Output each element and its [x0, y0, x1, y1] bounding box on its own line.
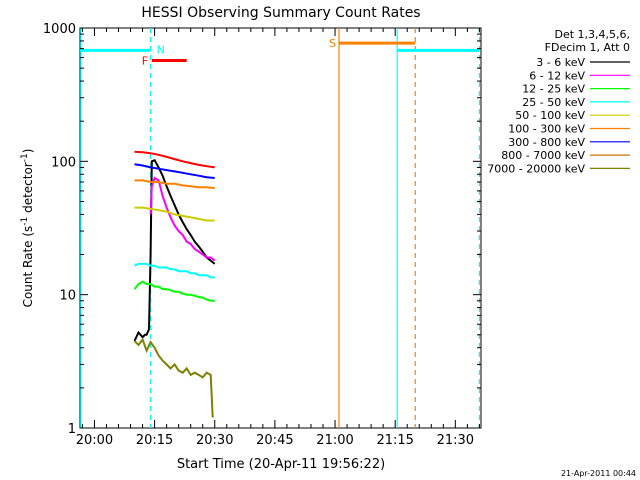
legend-label: 800 - 7000 keV [501, 149, 585, 162]
series-line [133, 337, 214, 418]
x-tick-label: 20:30 [196, 433, 233, 448]
y-axis-label-part: Count Rate (s [21, 226, 35, 308]
x-tick-label: 20:15 [136, 433, 173, 448]
series-line [149, 176, 216, 262]
y-axis-label-sup: -1 [20, 153, 30, 162]
legend-label: 12 - 25 keV [522, 83, 585, 96]
y-axis-label-sup: -1 [20, 217, 30, 226]
x-axis: 20:00 20:15 20:30 20:45 21:00 21:15 21:30 [76, 28, 480, 448]
y-tick-label: 10 [59, 289, 76, 304]
legend-label: 25 - 50 keV [522, 96, 585, 109]
plot-area: NF S [79, 27, 482, 429]
annotation-label: N [157, 43, 165, 56]
y-axis: 1 10 100 1000 [43, 22, 481, 437]
series-line [134, 206, 215, 222]
x-axis-label: Start Time (20-Apr-11 19:56:22) [177, 457, 385, 472]
legend-label: 6 - 12 keV [529, 69, 585, 82]
legend-label: 3 - 6 keV [536, 56, 585, 69]
x-tick-label: 21:15 [376, 433, 413, 448]
series-line [133, 158, 216, 342]
series-line [134, 262, 215, 279]
annotation-label: F [142, 55, 148, 68]
legend-header: Det 1,3,4,5,6, [554, 28, 630, 41]
series-line [133, 280, 215, 302]
x-tick-label: 20:45 [256, 433, 293, 448]
plot-frame [79, 27, 482, 429]
y-axis-label-part: ) [21, 149, 35, 154]
y-tick-label: 100 [51, 155, 76, 170]
legend-label: 50 - 100 keV [515, 109, 585, 122]
y-tick-label: 1000 [43, 22, 76, 37]
y-tick-label: 1 [68, 422, 76, 437]
series-line [134, 179, 215, 190]
x-tick-label: 20:00 [76, 433, 113, 448]
y-axis-label: Count Rate (s-1 detector-1) [20, 149, 35, 308]
timestamp: 21-Apr-2011 00:44 [561, 469, 636, 478]
annotation-label: S [329, 37, 336, 50]
y-axis-label-part: detector [21, 162, 35, 217]
series-line [134, 163, 215, 179]
x-tick-label: 21:30 [437, 433, 474, 448]
legend-label: 100 - 300 keV [508, 123, 585, 136]
legend-label: 300 - 800 keV [508, 136, 585, 149]
legend: Det 1,3,4,5,6, FDecim 1, Att 0 3 - 6 keV… [487, 28, 630, 175]
chart-title: HESSI Observing Summary Count Rates [141, 5, 420, 21]
series-line [134, 150, 215, 169]
x-tick-label: 21:00 [316, 433, 353, 448]
legend-header: FDecim 1, Att 0 [545, 41, 630, 54]
legend-label: 7000 - 20000 keV [487, 162, 585, 175]
